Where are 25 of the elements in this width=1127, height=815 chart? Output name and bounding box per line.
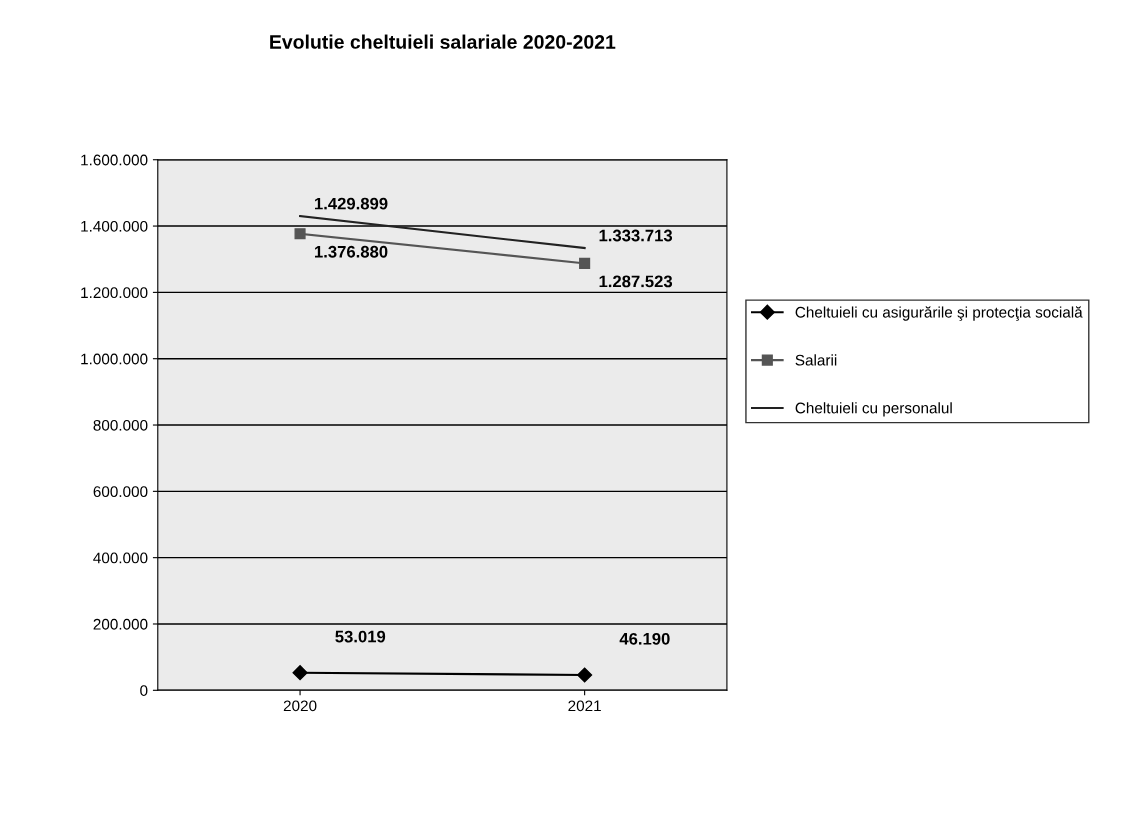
data-label: 1.429.899 — [315, 197, 388, 210]
y-tick-label: 800.000 — [93, 419, 148, 431]
data-label: 1.333.713 — [599, 229, 673, 242]
legend-label: Salarii — [795, 354, 837, 366]
y-tick-label: 1.000.000 — [81, 353, 148, 365]
y-tick-label: 1.200.000 — [81, 287, 148, 299]
point — [292, 665, 308, 681]
point — [294, 228, 306, 240]
y-tick-label: 1.400.000 — [81, 220, 148, 232]
x-tick-label: 2020 — [283, 700, 317, 712]
data-label: 1.287.523 — [599, 275, 673, 288]
y-tick-label: 600.000 — [93, 486, 148, 498]
y-tick-label: 400.000 — [93, 552, 148, 564]
data-label: 46.190 — [619, 632, 670, 645]
data-label: 1.376.880 — [315, 245, 388, 258]
point — [579, 257, 591, 269]
y-tick-label: 1.600.000 — [81, 154, 148, 166]
x-tick-label: 2021 — [568, 700, 601, 712]
legend-label: Cheltuieli cu personalul — [795, 402, 952, 417]
y-tick-label: 0 — [140, 685, 148, 696]
data-label: 53.019 — [335, 630, 386, 643]
point — [577, 667, 593, 683]
legend-label: Cheltuieli cu asigurările şi protecţia socială — [795, 306, 1083, 321]
chart-title: Evolutie cheltuieli salariale 2020-2021 — [270, 34, 616, 49]
y-tick-label: 200.000 — [93, 618, 148, 630]
